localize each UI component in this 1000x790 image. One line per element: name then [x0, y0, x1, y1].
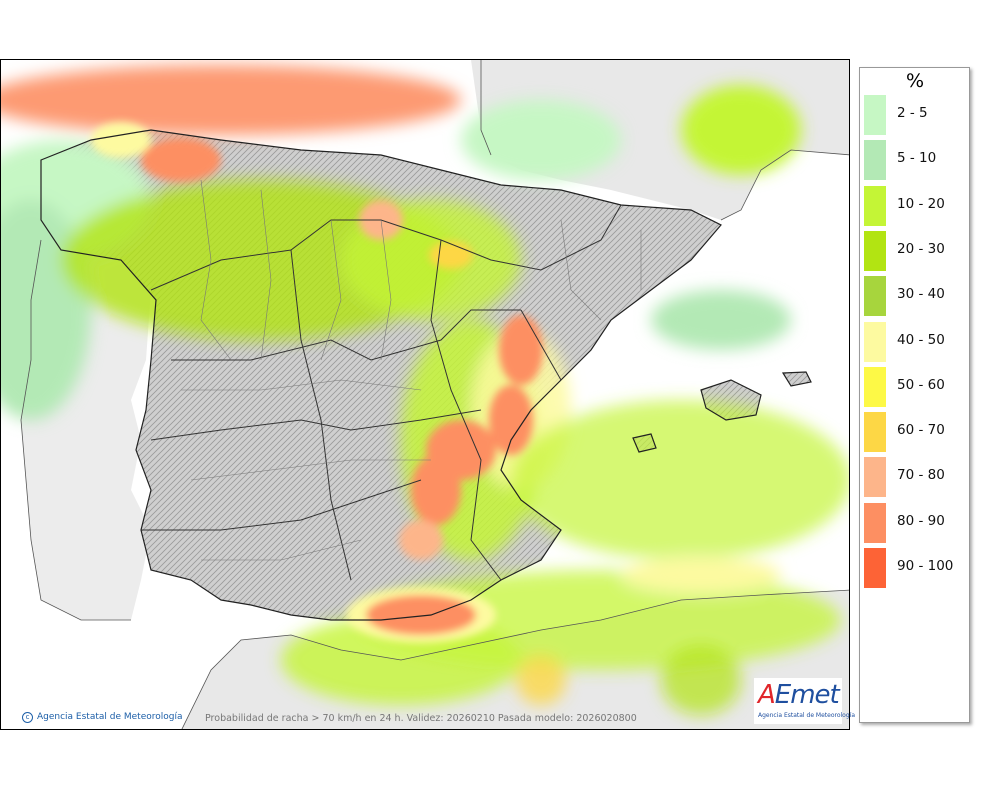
country-borders [40, 129, 812, 621]
legend-label: 50 - 60 [897, 376, 945, 393]
legend-item: 30 - 40 [864, 276, 968, 317]
legend-label: 2 - 5 [897, 105, 928, 121]
legend-label: 20 - 30 [897, 240, 945, 257]
legend-swatch [864, 502, 886, 543]
legend-swatch [864, 140, 886, 181]
aemet-logo-icon: AEmet [758, 680, 840, 710]
map-caption: Probabilidad de racha > 70 km/h en 24 h.… [205, 713, 637, 724]
aemet-logo: AEmet Agencia Estatal de Meteorología [754, 678, 855, 724]
legend-item: 5 - 10 [864, 140, 968, 181]
legend-item: 90 - 100 [864, 548, 968, 588]
legend-swatch [864, 366, 886, 407]
legend-swatch [864, 230, 886, 271]
legend-item: 10 - 20 [864, 185, 968, 226]
legend: % 2 - 5 5 - 10 10 - 20 20 - 30 30 - 40 40 - 5… [859, 67, 970, 723]
legend-item: 70 - 80 [864, 457, 968, 498]
legend-item: 20 - 30 [864, 230, 968, 271]
region-borders [141, 204, 622, 581]
legend-swatch [864, 457, 886, 498]
legend-label: 10 - 20 [897, 195, 945, 212]
legend-title: % [905, 70, 925, 92]
legend-swatch [864, 548, 886, 588]
province-borders [181, 179, 642, 561]
legend-label: 60 - 70 [897, 422, 945, 439]
forecast-map[interactable] [0, 59, 850, 730]
copyright-icon: c [22, 712, 33, 723]
legend-label: 90 - 100 [897, 558, 954, 574]
legend-item: 40 - 50 [864, 321, 968, 362]
legend-label: 40 - 50 [897, 331, 945, 348]
legend-label: 80 - 90 [897, 512, 945, 529]
legend-swatch [864, 276, 886, 317]
menorca [783, 372, 811, 386]
legend-item: 60 - 70 [864, 412, 968, 453]
legend-swatch [864, 95, 886, 135]
credit-line: c Agencia Estatal de Meteorología [22, 712, 183, 723]
legend-item: 2 - 5 [864, 95, 968, 135]
credit-text: Agencia Estatal de Meteorología [37, 712, 183, 722]
map-canvas [1, 60, 849, 729]
legend-swatch [864, 321, 886, 362]
legend-label: 30 - 40 [897, 286, 945, 303]
legend-label: 5 - 10 [897, 150, 937, 167]
legend-item: 50 - 60 [864, 366, 968, 407]
legend-swatch [864, 185, 886, 226]
legend-item: 80 - 90 [864, 502, 968, 543]
legend-label: 70 - 80 [897, 467, 945, 484]
legend-swatch [864, 412, 886, 453]
coast-other [20, 60, 849, 729]
aemet-logo-subtitle: Agencia Estatal de Meteorología [758, 712, 855, 719]
